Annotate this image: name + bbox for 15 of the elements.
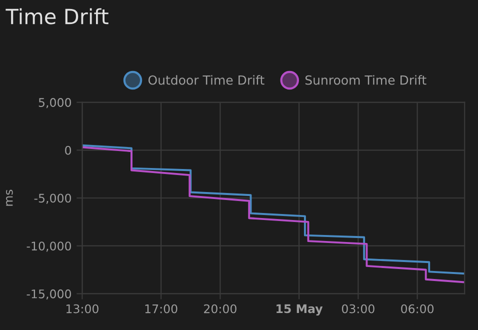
y-tick-label: 0	[65, 146, 72, 155]
y-tick-label: -5,000	[34, 194, 72, 204]
x-tick-label: 15 May	[276, 304, 323, 316]
x-tick-label: 03:00	[342, 304, 374, 314]
x-tick-label: 06:00	[401, 304, 434, 314]
y-tick-label: 5,000	[38, 98, 72, 108]
legend-label: Sunroom Time Drift	[305, 75, 426, 85]
x-tick-label: 17:00	[145, 304, 178, 314]
x-tick-label: 20:00	[204, 304, 236, 314]
y-axis-title: ms	[6, 190, 13, 206]
chart-title: Time Drift	[6, 8, 108, 24]
legend-label: Outdoor Time Drift	[148, 75, 264, 85]
x-tick-label: 13:00	[66, 304, 98, 314]
y-tick-label: -10,000	[26, 242, 72, 252]
y-tick-label: -15,000	[26, 289, 72, 300]
